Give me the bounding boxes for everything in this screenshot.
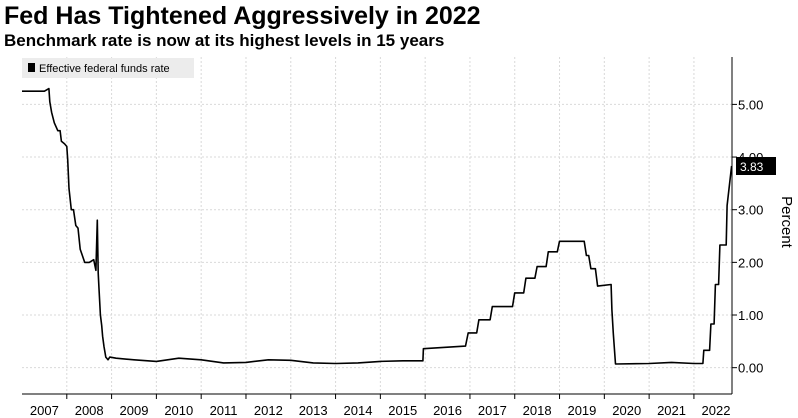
last-value-box bbox=[736, 157, 776, 175]
y-tick-label: 0.00 bbox=[738, 361, 763, 376]
x-tick-label: 2016 bbox=[433, 403, 462, 418]
chart-title: Fed Has Tightened Aggressively in 2022 bbox=[4, 2, 481, 30]
x-tick-label: 2022 bbox=[702, 403, 731, 418]
x-tick-label: 2011 bbox=[210, 403, 238, 418]
chart-subtitle: Benchmark rate is now at its highest lev… bbox=[4, 31, 445, 50]
axes bbox=[22, 57, 733, 395]
x-tick-label: 2018 bbox=[523, 403, 552, 418]
last-value-marker: 3.83 bbox=[736, 157, 776, 175]
x-tick-label: 2012 bbox=[254, 403, 283, 418]
x-tick-label: 2021 bbox=[657, 403, 686, 418]
x-tick-label: 2007 bbox=[30, 403, 59, 418]
x-tick-label: 2013 bbox=[299, 403, 328, 418]
grid-lines bbox=[22, 57, 732, 394]
x-tick-label: 2014 bbox=[344, 403, 373, 418]
x-tick-label: 2020 bbox=[612, 403, 641, 418]
x-tick-label: 2008 bbox=[75, 403, 104, 418]
x-tick-label: 2009 bbox=[120, 403, 149, 418]
legend: Effective federal funds rate bbox=[22, 58, 194, 78]
y-axis-label: Percent bbox=[778, 196, 795, 249]
y-axis-ticks: 0.001.002.003.004.005.00 bbox=[732, 97, 763, 376]
x-axis-ticks: 2007 2008 2009 2010 2011 2012 2013 2014 2015 2016… bbox=[30, 394, 731, 418]
y-tick-label: 2.00 bbox=[738, 255, 763, 270]
x-tick-label: 2015 bbox=[388, 403, 417, 418]
y-tick-label: 3.00 bbox=[738, 203, 763, 218]
legend-swatch bbox=[28, 63, 35, 72]
x-tick-label: 2017 bbox=[478, 403, 507, 418]
series-line bbox=[22, 87, 733, 365]
y-tick-label: 5.00 bbox=[738, 97, 763, 112]
y-tick-label: 1.00 bbox=[738, 308, 763, 323]
last-value-label: 3.83 bbox=[740, 160, 764, 174]
legend-box bbox=[22, 58, 194, 78]
x-tick-label: 2010 bbox=[164, 403, 193, 418]
series-layer bbox=[22, 87, 733, 365]
legend-label: Effective federal funds rate bbox=[39, 63, 170, 75]
x-tick-label: 2019 bbox=[567, 403, 596, 418]
